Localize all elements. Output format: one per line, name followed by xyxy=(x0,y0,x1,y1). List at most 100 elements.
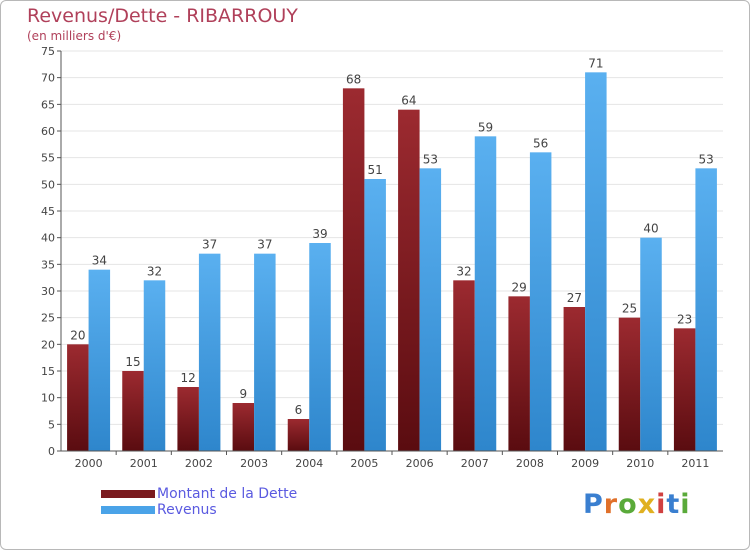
legend-swatch-dette xyxy=(101,490,155,498)
legend-label-dette: Montant de la Dette xyxy=(157,486,298,502)
legend-label-revenus: Revenus xyxy=(157,502,217,518)
bar-dette xyxy=(232,403,255,451)
data-label: 29 xyxy=(512,280,527,294)
logo-letter: t xyxy=(666,489,681,520)
bar-dette xyxy=(453,280,475,451)
bar-dette xyxy=(67,344,89,451)
grid-lines xyxy=(61,50,723,452)
y-tick-label: 45 xyxy=(41,205,55,218)
x-tick-label: 2002 xyxy=(185,457,213,470)
y-tick-label: 10 xyxy=(41,392,55,405)
logo-letter: x xyxy=(637,489,657,520)
bar-revenus xyxy=(364,179,386,451)
y-tick-label: 30 xyxy=(41,285,55,298)
x-tick-label: 2010 xyxy=(626,457,654,470)
x-tick-label: 2005 xyxy=(350,457,378,470)
legend-item-dette: Montant de la Dette xyxy=(101,486,297,502)
x-tick-label: 2003 xyxy=(240,457,268,470)
bar-revenus xyxy=(419,168,442,452)
data-label: 56 xyxy=(533,136,548,150)
bar-dette xyxy=(673,328,696,451)
y-tick-label: 25 xyxy=(41,312,55,325)
y-tick-label: 70 xyxy=(41,72,55,85)
bar-revenus xyxy=(640,237,662,451)
x-tick-label: 2009 xyxy=(571,457,599,470)
data-label: 64 xyxy=(401,94,416,108)
data-label: 32 xyxy=(147,264,162,278)
data-label: 23 xyxy=(677,312,692,326)
data-label: 20 xyxy=(70,328,85,342)
x-tick-label: 2011 xyxy=(681,457,709,470)
logo-letter: o xyxy=(618,489,638,520)
legend-swatch-revenus xyxy=(101,506,155,514)
bar-dette xyxy=(618,317,641,451)
data-label: 25 xyxy=(622,302,637,316)
bar-dette xyxy=(398,109,420,452)
data-label: 6 xyxy=(295,403,303,417)
data-label: 39 xyxy=(312,227,327,241)
bar-dette xyxy=(177,387,199,451)
data-label: 32 xyxy=(456,264,471,278)
bar-revenus xyxy=(474,136,497,452)
data-label: 27 xyxy=(567,291,582,305)
bar-dette xyxy=(563,307,586,451)
x-tick-label: 2000 xyxy=(75,457,103,470)
y-axis: 0 5 10 15 20 25 30 35 40 45 50 55 60 65 70 75 xyxy=(41,45,62,458)
logo-letter: P xyxy=(583,489,604,520)
bar-revenus xyxy=(529,152,552,452)
data-label: 9 xyxy=(240,387,248,401)
y-tick-label: 35 xyxy=(41,258,55,271)
logo-letter: r xyxy=(603,489,619,520)
data-label: 71 xyxy=(588,56,603,70)
y-tick-label: 5 xyxy=(48,418,55,431)
logo-letter: i xyxy=(680,489,691,520)
y-tick-label: 75 xyxy=(41,45,55,58)
bar-revenus xyxy=(309,243,331,451)
y-tick-label: 40 xyxy=(41,232,55,245)
data-label: 51 xyxy=(368,163,383,177)
x-tick-label: 2008 xyxy=(516,457,544,470)
bar-revenus xyxy=(143,280,166,451)
bars xyxy=(67,72,717,452)
chart-subtitle: (en milliers d'€) xyxy=(27,29,122,43)
data-label: 15 xyxy=(125,355,140,369)
y-tick-label: 0 xyxy=(48,445,55,458)
proxiti-logo: Proxiti xyxy=(583,489,691,520)
y-tick-label: 65 xyxy=(41,98,55,111)
data-label: 53 xyxy=(423,152,438,166)
x-tick-label: 2001 xyxy=(130,457,158,470)
x-tick-label: 2006 xyxy=(406,457,434,470)
data-label: 37 xyxy=(202,238,217,252)
data-labels: 20 34 15 32 12 37 9 37 6 39 68 51 64 53 32 59 29 56 27 71 25… xyxy=(70,56,714,417)
x-axis: 2000 2001 2002 2003 2004 2005 2006 2007 2008 2009… xyxy=(61,450,723,470)
bar-dette xyxy=(287,419,310,451)
bar-revenus xyxy=(585,72,607,451)
chart-title: Revenus/Dette - RIBARROUY xyxy=(27,5,298,27)
logo-letter: i xyxy=(656,489,667,520)
y-tick-label: 15 xyxy=(41,365,55,378)
x-tick-label: 2004 xyxy=(295,457,323,470)
y-tick-label: 20 xyxy=(41,338,55,351)
bar-dette xyxy=(342,88,365,451)
y-tick-label: 55 xyxy=(41,152,55,165)
y-tick-label: 60 xyxy=(41,125,55,138)
legend-item-revenus: Revenus xyxy=(101,502,297,518)
y-tick-label: 50 xyxy=(41,178,55,191)
data-label: 68 xyxy=(346,72,361,86)
legend: Montant de la Dette Revenus xyxy=(101,486,297,518)
data-label: 40 xyxy=(643,222,658,236)
bar-revenus xyxy=(695,168,717,452)
bar-revenus xyxy=(88,269,111,451)
bar-dette xyxy=(122,371,144,451)
data-label: 53 xyxy=(699,152,714,166)
data-label: 59 xyxy=(478,120,493,134)
data-label: 12 xyxy=(181,371,196,385)
bar-dette xyxy=(508,296,530,451)
bar-revenus xyxy=(198,253,221,451)
bar-revenus xyxy=(254,253,276,451)
x-tick-label: 2007 xyxy=(461,457,489,470)
data-label: 34 xyxy=(92,254,107,268)
data-label: 37 xyxy=(257,238,272,252)
